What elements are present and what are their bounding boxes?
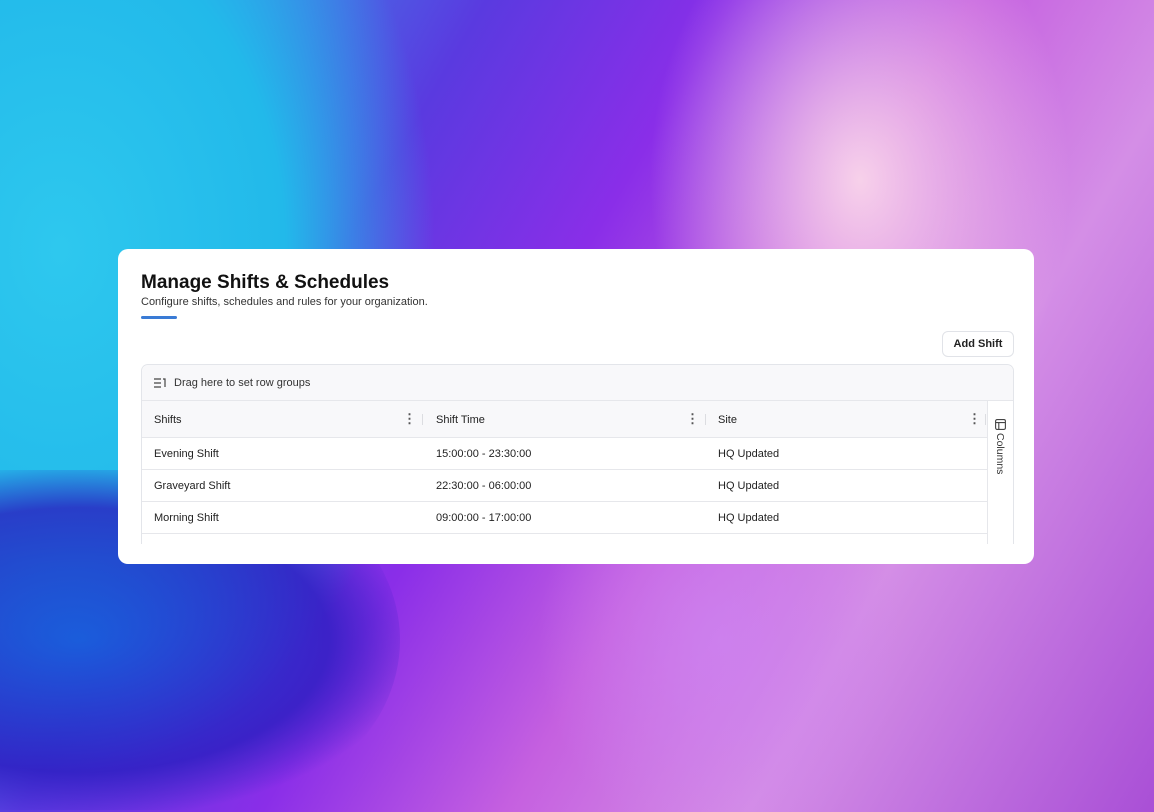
column-menu-icon[interactable]: ⋮ <box>403 411 416 426</box>
column-resize-handle[interactable] <box>422 414 423 425</box>
table-row[interactable]: Graveyard Shift 22:30:00 - 06:00:00 HQ U… <box>142 470 987 502</box>
table-row[interactable]: Morning Shift 09:00:00 - 17:00:00 HQ Upd… <box>142 502 987 534</box>
row-group-drop-zone[interactable]: Drag here to set row groups <box>142 365 1013 401</box>
column-menu-icon[interactable]: ⋮ <box>686 411 699 426</box>
columns-side-panel-toggle[interactable]: Columns <box>987 401 1013 544</box>
shift-site: HQ Updated <box>718 479 780 492</box>
shift-time: 15:00:00 - 23:30:00 <box>436 447 532 460</box>
shift-name: Evening Shift <box>154 447 219 460</box>
column-header-site[interactable]: Site <box>718 413 737 426</box>
grid-header: Shifts ⋮ Shift Time ⋮ Site ⋮ <box>142 401 987 438</box>
shifts-grid: Drag here to set row groups Shifts ⋮ Shi… <box>141 364 1014 544</box>
columns-icon <box>995 419 1006 430</box>
title-accent-bar <box>141 316 177 319</box>
add-shift-button[interactable]: Add Shift <box>942 331 1014 357</box>
page-title: Manage Shifts & Schedules <box>141 272 390 293</box>
shift-name: Morning Shift <box>154 511 219 524</box>
shift-site: HQ Updated <box>718 447 780 460</box>
table-row[interactable]: Evening Shift 15:00:00 - 23:30:00 HQ Upd… <box>142 438 987 470</box>
row-group-icon <box>154 377 166 388</box>
column-header-shifts[interactable]: Shifts <box>154 413 182 426</box>
column-resize-handle[interactable] <box>985 414 986 425</box>
shift-time: 09:00:00 - 17:00:00 <box>436 511 532 524</box>
page-subtitle: Configure shifts, schedules and rules fo… <box>141 296 428 308</box>
shift-site: HQ Updated <box>718 511 780 524</box>
shift-time: 22:30:00 - 06:00:00 <box>436 479 532 492</box>
group-hint: Drag here to set row groups <box>174 376 311 389</box>
columns-label: Columns <box>994 433 1006 475</box>
column-header-shift-time[interactable]: Shift Time <box>436 413 485 426</box>
shifts-card: Manage Shifts & Schedules Configure shif… <box>118 249 1034 564</box>
shift-name: Graveyard Shift <box>154 479 231 492</box>
column-menu-icon[interactable]: ⋮ <box>968 411 981 426</box>
column-resize-handle[interactable] <box>705 414 706 425</box>
